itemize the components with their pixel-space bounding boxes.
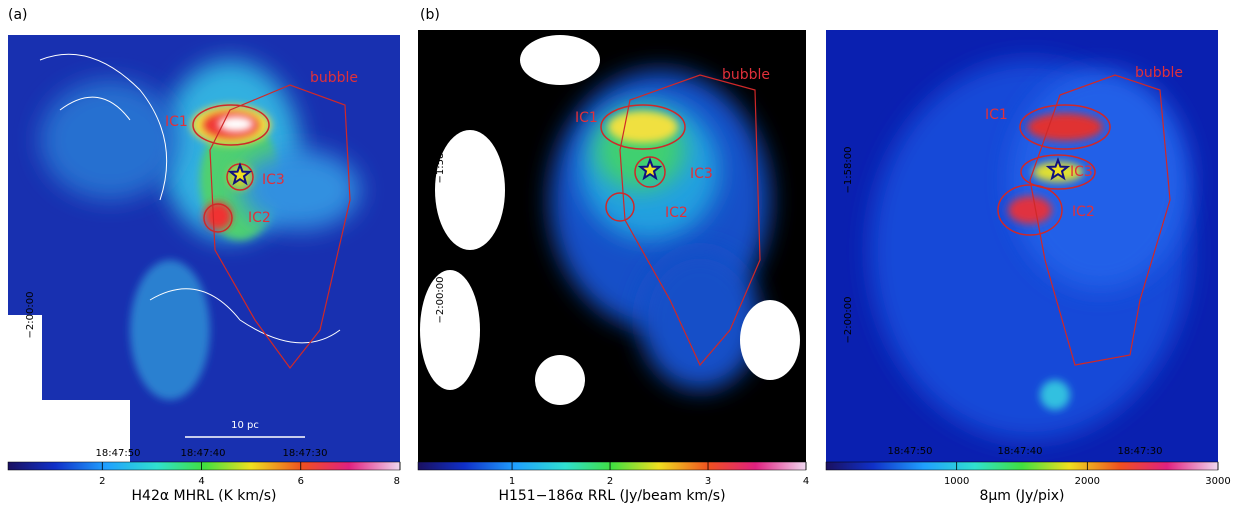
- colorbar-tick-label: 2: [99, 476, 105, 487]
- clump-outline: [1019, 104, 1111, 150]
- ra-tick-label: 18:47:30: [738, 445, 783, 456]
- ra-tick-label: 18:47:40: [998, 446, 1043, 457]
- colorbar: [417, 461, 807, 471]
- colorbar-tick-label: 4: [198, 476, 204, 487]
- emission-blob: [608, 111, 678, 143]
- annotation: IC3: [262, 172, 285, 188]
- emission-blob: [130, 260, 210, 400]
- blank-region: [8, 315, 42, 405]
- colorbar-tick-label: 8: [394, 476, 400, 487]
- emission-blob: [218, 116, 254, 132]
- colorbar-tick-label: 4: [803, 476, 809, 487]
- emission-blob: [1008, 196, 1052, 224]
- colorbar-label: H42α MHRL (K km/s): [132, 488, 277, 504]
- emission-blob: [1040, 380, 1070, 410]
- blank-region: [8, 400, 130, 462]
- image-panel: [8, 35, 400, 462]
- colorbar-tick-label: 3000: [1205, 476, 1230, 487]
- emission-blob: [1010, 70, 1190, 290]
- ra-tick-label: 18:47:50: [96, 448, 141, 459]
- bubble-outline: [619, 74, 761, 367]
- star-marker: [227, 162, 253, 186]
- contour: [39, 53, 341, 344]
- star-marker: [637, 157, 663, 181]
- image-panel: [826, 30, 1218, 462]
- colorbar-tick-label: 6: [298, 476, 304, 487]
- colorbar-label: H151−186α RRL (Jy/beam km/s): [498, 488, 725, 504]
- ra-tick-label: 18:47:30: [1118, 446, 1163, 457]
- blank-region: [435, 130, 505, 250]
- ra-tick-label: 18:47:50: [448, 445, 493, 456]
- ra-tick-label: 18:47:30: [283, 448, 328, 459]
- emission-blob: [204, 202, 232, 230]
- annotation: bubble: [722, 67, 770, 83]
- annotation: IC1: [575, 110, 598, 126]
- annotation: bubble: [1135, 65, 1183, 81]
- annotation: bubble: [310, 70, 358, 86]
- emission-blob: [640, 250, 760, 390]
- panel-label: (b): [420, 7, 440, 23]
- emission-blob: [40, 80, 180, 200]
- annotation: IC3: [1070, 164, 1093, 180]
- colorbar: [7, 461, 401, 471]
- colorbar-tick-label: 1: [509, 476, 515, 487]
- annotation: IC2: [1072, 204, 1095, 220]
- ra-tick-label: 18:47:40: [181, 448, 226, 459]
- panel-label: (a): [8, 7, 28, 23]
- colorbar-tick-label: 2000: [1075, 476, 1100, 487]
- colorbar-tick-label: 1000: [944, 476, 969, 487]
- image-panel: [418, 30, 806, 462]
- scale-bar-label: 10 pc: [231, 420, 259, 431]
- annotation: IC2: [248, 210, 271, 226]
- dec-tick-label: −1:58:00: [435, 137, 446, 184]
- dec-tick-label: −2:00:00: [843, 297, 854, 344]
- ra-tick-label: 18:47:50: [888, 446, 933, 457]
- clump-outline: [634, 156, 666, 188]
- bubble-outline: [209, 84, 351, 369]
- clump-outline: [203, 203, 233, 233]
- emission-blob: [1027, 113, 1103, 141]
- emission-blob: [240, 150, 360, 230]
- dec-tick-label: −1:58:00: [843, 147, 854, 194]
- annotation: IC1: [985, 107, 1008, 123]
- colorbar-label: 8μm (Jy/pix): [979, 488, 1064, 504]
- annotation: IC3: [690, 166, 713, 182]
- colorbar-tick-label: 2: [607, 476, 613, 487]
- blank-region: [520, 35, 600, 85]
- blank-region: [535, 355, 585, 405]
- clump-outline: [997, 184, 1063, 236]
- clump-outline: [600, 104, 686, 150]
- dec-tick-label: −2:00:00: [435, 277, 446, 324]
- blank-region: [420, 270, 480, 390]
- annotation: IC1: [165, 114, 188, 130]
- dec-tick-label: −2:00:00: [25, 292, 36, 339]
- clump-outline: [192, 104, 270, 146]
- blank-region: [740, 300, 800, 380]
- clump-outline: [1020, 154, 1096, 190]
- annotation: IC2: [665, 205, 688, 221]
- colorbar: [825, 461, 1219, 471]
- star-marker: [1045, 157, 1071, 181]
- clump-outline: [605, 192, 635, 222]
- ra-tick-label: 18:47:40: [618, 445, 663, 456]
- colorbar-tick-label: 3: [705, 476, 711, 487]
- bubble-outline: [1029, 74, 1171, 366]
